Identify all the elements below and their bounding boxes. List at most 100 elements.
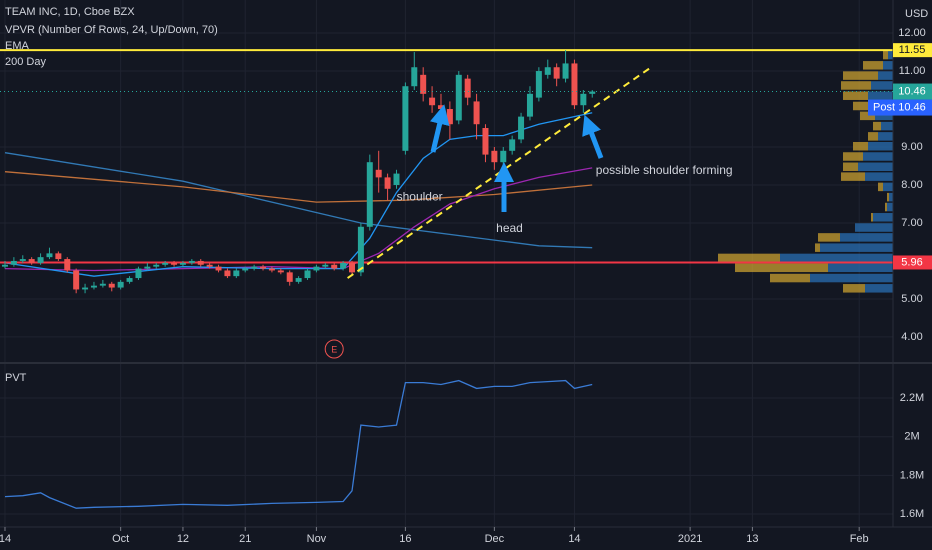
annotation: head bbox=[496, 221, 523, 235]
candle-body bbox=[162, 262, 169, 265]
candle-body bbox=[580, 93, 587, 106]
candle-body bbox=[366, 162, 373, 227]
profile-down bbox=[863, 61, 883, 70]
profile-up bbox=[868, 91, 893, 100]
profile-up bbox=[871, 81, 893, 90]
x-tick-label: 13 bbox=[746, 533, 758, 545]
profile-up bbox=[883, 182, 893, 192]
candle-body bbox=[562, 63, 569, 79]
x-tick-label: 21 bbox=[239, 533, 251, 545]
candle-body bbox=[144, 266, 151, 269]
candle-body bbox=[437, 105, 444, 110]
candle-body bbox=[73, 270, 80, 290]
candle-body bbox=[402, 86, 409, 151]
candle-body bbox=[322, 264, 329, 267]
candle-body bbox=[553, 67, 560, 79]
candle-body bbox=[188, 260, 195, 263]
pvt-line bbox=[4, 379, 593, 509]
profile-down bbox=[853, 141, 868, 151]
earnings-marker bbox=[324, 339, 344, 359]
candle-body bbox=[304, 270, 311, 279]
arrow bbox=[582, 114, 604, 159]
y-tick-label: 7.00 bbox=[901, 217, 922, 229]
profile-down bbox=[871, 213, 873, 222]
x-tick-label: Feb bbox=[850, 533, 869, 545]
candle-body bbox=[197, 260, 204, 265]
candle-body bbox=[446, 109, 453, 125]
x-tick-label: 14 bbox=[568, 533, 580, 545]
candle-body bbox=[242, 268, 249, 271]
candle-body bbox=[340, 262, 347, 269]
profile-down bbox=[818, 233, 840, 242]
post-box bbox=[868, 99, 932, 116]
candle-body bbox=[526, 93, 533, 117]
annotation: possible shoulder forming bbox=[596, 163, 733, 177]
candle-body bbox=[411, 67, 418, 87]
candle-body bbox=[277, 270, 284, 273]
symbol-title: TEAM INC, 1D, Cboe BZX bbox=[5, 6, 135, 18]
y-tick-label: 1.6M bbox=[900, 508, 924, 520]
candle-body bbox=[126, 278, 133, 282]
y-tick-label: 9.00 bbox=[901, 141, 922, 153]
candle-body bbox=[491, 150, 498, 163]
price-label-box bbox=[893, 43, 932, 58]
profile-up bbox=[810, 273, 893, 283]
profile-up bbox=[855, 223, 893, 232]
candle-body bbox=[464, 78, 471, 98]
candle-body bbox=[349, 262, 356, 273]
candle-body bbox=[455, 74, 462, 121]
profile-down bbox=[843, 91, 868, 100]
profile-up bbox=[865, 172, 893, 181]
last-price-box bbox=[893, 83, 932, 100]
candle-body bbox=[384, 177, 391, 189]
candle-body bbox=[375, 169, 382, 178]
profile-down bbox=[770, 273, 810, 283]
profile-down bbox=[885, 202, 887, 212]
candle-body bbox=[153, 264, 160, 267]
candle-body bbox=[46, 253, 53, 258]
profile-down bbox=[841, 81, 871, 90]
candle-body bbox=[55, 253, 62, 260]
y-tick-label: 5.00 bbox=[901, 293, 922, 305]
profile-up bbox=[887, 202, 893, 212]
candle-body bbox=[518, 116, 525, 140]
profile-down bbox=[853, 101, 873, 111]
x-tick-label: Dec bbox=[485, 533, 505, 545]
indicator-label: VPVR (Number Of Rows, 24, Up/Down, 70) bbox=[5, 24, 218, 36]
profile-down bbox=[883, 50, 888, 60]
candle-body bbox=[357, 226, 364, 273]
profile-up bbox=[878, 132, 893, 141]
candle-body bbox=[295, 278, 302, 282]
profile-down bbox=[815, 243, 820, 252]
y-tick-label: 12.00 bbox=[898, 27, 926, 39]
candle-body bbox=[179, 262, 186, 265]
candle-body bbox=[509, 139, 516, 151]
candle-body bbox=[135, 268, 142, 279]
arrow bbox=[429, 104, 450, 153]
candle-body bbox=[1, 264, 8, 267]
profile-down bbox=[841, 172, 865, 181]
price-label: 5.96 bbox=[901, 256, 922, 268]
profile-up bbox=[840, 233, 893, 242]
profile-up bbox=[820, 243, 893, 252]
candle-body bbox=[251, 266, 258, 269]
candle-body bbox=[482, 128, 489, 155]
candle-body bbox=[286, 272, 293, 282]
candle-body bbox=[393, 173, 400, 185]
candle-body bbox=[82, 287, 89, 290]
profile-up bbox=[878, 71, 893, 80]
profile-up bbox=[865, 284, 893, 293]
profile-up bbox=[868, 141, 893, 151]
profile-up bbox=[881, 121, 893, 131]
candle-body bbox=[331, 264, 338, 269]
profile-down bbox=[860, 111, 875, 121]
candle-body bbox=[313, 266, 320, 271]
candle-body bbox=[260, 266, 267, 269]
candle-body bbox=[571, 63, 578, 106]
profile-up bbox=[875, 111, 893, 121]
candle-body bbox=[90, 285, 97, 288]
profile-up bbox=[858, 162, 893, 172]
grid bbox=[0, 0, 893, 527]
y-tick-label: 8.00 bbox=[901, 179, 922, 191]
